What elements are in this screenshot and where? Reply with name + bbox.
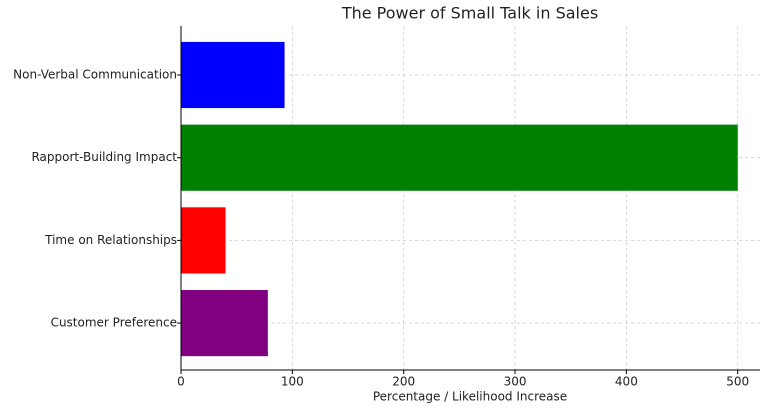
y-tick-label: Time on Relationships: [44, 233, 177, 247]
bar: [181, 41, 285, 109]
bar: [181, 290, 268, 357]
y-tick-label: Rapport-Building Impact: [31, 150, 177, 164]
y-tick-label: Non-Verbal Communication: [13, 68, 177, 82]
x-tick-label: 100: [281, 375, 304, 389]
chart-title: The Power of Small Talk in Sales: [341, 4, 598, 23]
x-tick-label: 300: [504, 375, 527, 389]
x-tick-label: 500: [726, 375, 749, 389]
bar: [181, 124, 738, 191]
x-tick-label: 200: [392, 375, 415, 389]
x-tick-label: 0: [177, 375, 185, 389]
x-axis-label: Percentage / Likelihood Increase: [373, 390, 567, 404]
y-tick-label: Customer Preference: [51, 316, 177, 330]
x-tick-label: 400: [615, 375, 638, 389]
bar: [181, 207, 226, 274]
